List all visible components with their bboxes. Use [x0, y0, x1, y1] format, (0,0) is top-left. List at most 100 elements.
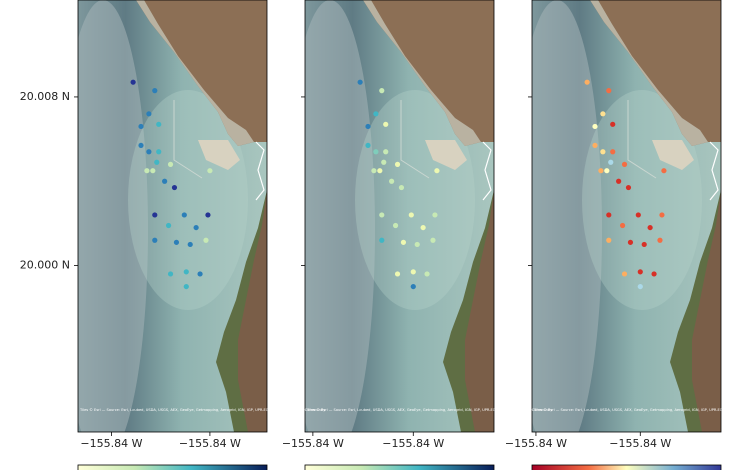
- point: [146, 149, 152, 155]
- x-tick-label: −155.84 W: [282, 437, 344, 450]
- point: [167, 161, 174, 167]
- point: [150, 168, 156, 174]
- point: [606, 88, 612, 94]
- point: [606, 212, 612, 218]
- basemap: [512, 0, 721, 460]
- point: [207, 168, 213, 174]
- point: [592, 123, 598, 130]
- point: [608, 159, 614, 165]
- axes-frame: [77, 0, 268, 433]
- point: [621, 161, 628, 167]
- x-tick-label: −155.84 W: [382, 437, 444, 450]
- point: [379, 88, 385, 94]
- point: [600, 149, 606, 155]
- point: [383, 121, 389, 127]
- point: [165, 222, 172, 229]
- colorbar: [304, 464, 495, 470]
- point: [365, 142, 371, 149]
- point: [584, 79, 590, 85]
- point: [604, 168, 610, 174]
- point: [373, 149, 379, 155]
- point: [420, 224, 426, 231]
- x-tick-label: −155.84 W: [505, 437, 567, 450]
- point: [156, 149, 162, 155]
- point: [661, 168, 667, 174]
- point: [167, 271, 174, 277]
- point: [398, 184, 405, 191]
- point: [424, 271, 430, 277]
- point: [154, 159, 160, 165]
- point: [592, 142, 598, 149]
- point: [183, 269, 189, 275]
- point: [156, 121, 162, 127]
- point: [181, 212, 187, 218]
- point: [146, 111, 152, 117]
- point: [410, 283, 416, 290]
- point: [152, 212, 158, 218]
- point: [641, 241, 647, 248]
- point: [621, 271, 628, 277]
- point: [171, 184, 178, 191]
- axes-frame: [531, 0, 722, 433]
- point: [659, 212, 665, 218]
- x-tick-label: −155.84 W: [80, 437, 142, 450]
- point: [389, 178, 395, 184]
- point: [152, 88, 158, 94]
- colorbar: [77, 464, 268, 470]
- basemap: [285, 0, 494, 460]
- point: [647, 224, 653, 231]
- point: [162, 178, 168, 184]
- point: [357, 79, 363, 85]
- point: [434, 168, 440, 174]
- y-tick-label: 20.008 N: [20, 90, 70, 103]
- point: [625, 184, 632, 191]
- point: [651, 271, 657, 277]
- attribution: Tiles © Esri — Source: Esri, i-cubed, US…: [533, 408, 750, 412]
- point: [173, 239, 180, 245]
- point: [144, 168, 150, 174]
- point: [205, 212, 211, 218]
- point: [410, 269, 416, 275]
- point: [187, 241, 193, 248]
- point: [400, 239, 407, 245]
- colorbar: [531, 464, 722, 470]
- basemap: [58, 0, 267, 460]
- point: [598, 168, 604, 174]
- point: [657, 237, 663, 243]
- point: [408, 212, 414, 218]
- point: [138, 142, 144, 149]
- point: [606, 237, 612, 243]
- point: [373, 111, 379, 117]
- point: [610, 149, 616, 155]
- point: [203, 237, 209, 243]
- point: [430, 237, 436, 243]
- point: [610, 121, 616, 127]
- point: [379, 212, 385, 218]
- point: [381, 159, 387, 165]
- point: [379, 237, 385, 243]
- point: [394, 271, 401, 277]
- point: [130, 79, 136, 85]
- point: [432, 212, 438, 218]
- point: [183, 283, 189, 290]
- point: [394, 161, 401, 167]
- point: [138, 123, 144, 130]
- point: [392, 222, 399, 229]
- point: [414, 241, 420, 248]
- point: [152, 237, 158, 243]
- point: [600, 111, 606, 117]
- attribution: Tiles © Esri — Source: Esri, i-cubed, US…: [79, 408, 326, 412]
- axes-frame: [304, 0, 495, 433]
- point: [193, 224, 199, 231]
- point: [377, 168, 383, 174]
- point: [619, 222, 626, 229]
- x-tick-label: −155.84 W: [609, 437, 671, 450]
- x-tick-label: −155.84 W: [179, 437, 241, 450]
- point: [637, 269, 643, 275]
- point: [371, 168, 377, 174]
- point: [365, 123, 371, 130]
- point: [616, 178, 622, 184]
- y-tick-label: 20.000 N: [20, 259, 70, 272]
- attribution: Tiles © Esri — Source: Esri, i-cubed, US…: [306, 408, 553, 412]
